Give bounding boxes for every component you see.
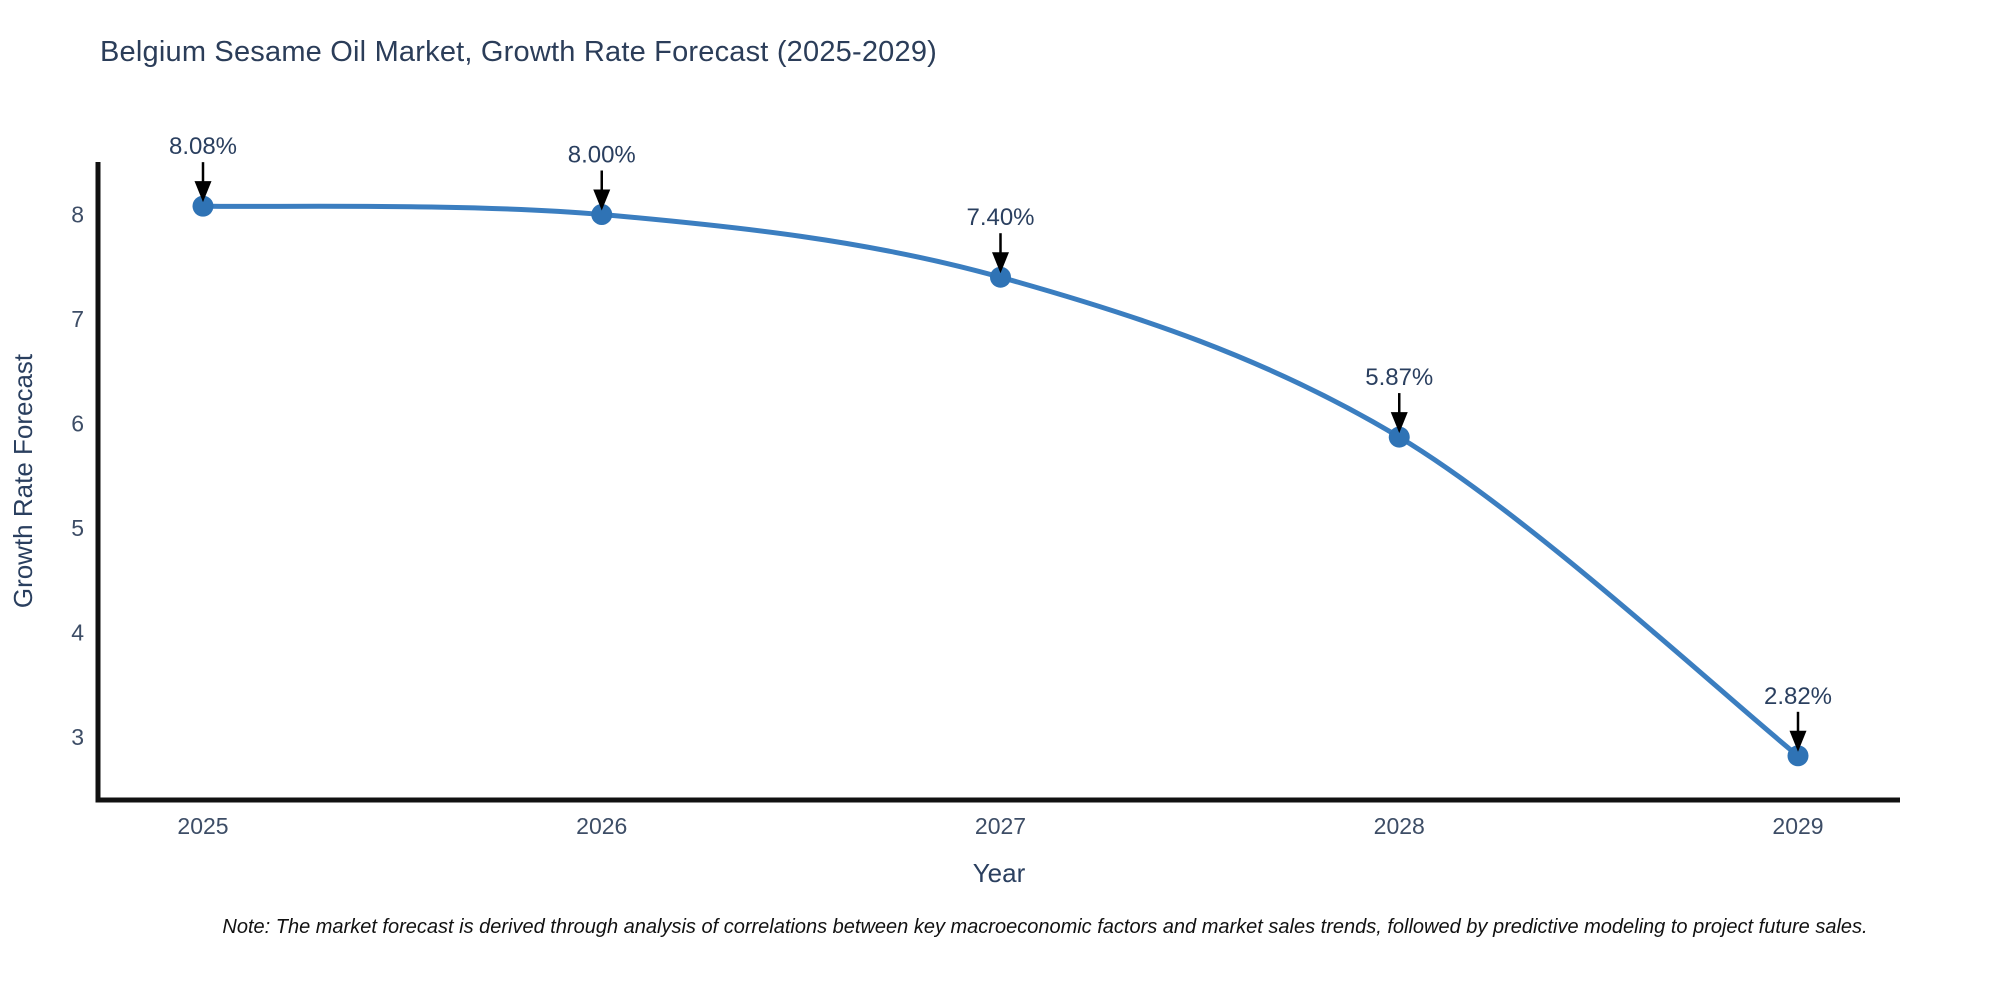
x-tick-label: 2027 <box>975 813 1026 839</box>
annotation-arrow-head <box>992 252 1009 274</box>
x-tick-label: 2028 <box>1374 813 1425 839</box>
data-point-marker <box>990 266 1011 288</box>
data-point-label: 7.40% <box>966 204 1034 231</box>
y-axis-title: Growth Rate Forecast <box>8 353 38 608</box>
x-tick-label: 2029 <box>1772 813 1823 839</box>
chart-title: Belgium Sesame Oil Market, Growth Rate F… <box>100 36 938 68</box>
x-tick-label: 2025 <box>177 813 228 839</box>
y-tick-label: 8 <box>71 202 84 228</box>
data-point-marker <box>1787 745 1809 767</box>
data-point-label: 5.87% <box>1365 364 1433 391</box>
y-tick-label: 7 <box>71 306 84 332</box>
annotation-arrow-head <box>1789 730 1807 752</box>
y-tick-label: 4 <box>71 620 84 646</box>
data-point-label: 8.08% <box>169 133 237 160</box>
annotation-arrow-head <box>1390 412 1408 434</box>
data-point-label: 8.00% <box>568 142 636 169</box>
data-point-label: 2.82% <box>1764 683 1832 710</box>
x-tick-label: 2026 <box>576 813 627 839</box>
y-tick-label: 6 <box>71 411 84 437</box>
x-axis-title: Year <box>973 858 1026 888</box>
y-tick-label: 5 <box>71 515 84 541</box>
chart-footnote: Note: The market forecast is derived thr… <box>222 916 1868 938</box>
forecast-line <box>200 203 1801 759</box>
annotation-arrow-head <box>593 189 611 211</box>
y-tick-label: 3 <box>71 724 84 750</box>
annotation-arrow-head <box>194 181 212 203</box>
data-point-marker <box>1388 426 1410 448</box>
data-point-marker <box>591 204 613 225</box>
data-point-marker <box>192 195 214 217</box>
